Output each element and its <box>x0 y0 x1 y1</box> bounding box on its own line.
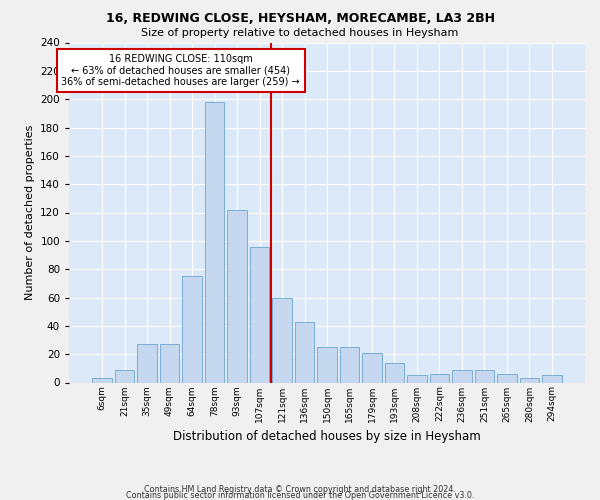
Bar <box>137 344 157 383</box>
Bar <box>542 376 562 382</box>
Text: 16 REDWING CLOSE: 110sqm
← 63% of detached houses are smaller (454)
36% of semi-: 16 REDWING CLOSE: 110sqm ← 63% of detach… <box>61 54 300 87</box>
Bar <box>92 378 112 382</box>
X-axis label: Distribution of detached houses by size in Heysham: Distribution of detached houses by size … <box>173 430 481 443</box>
Bar <box>475 370 494 382</box>
Bar <box>182 276 202 382</box>
Bar <box>520 378 539 382</box>
Bar <box>497 374 517 382</box>
Bar <box>407 376 427 382</box>
Bar <box>317 347 337 382</box>
Bar <box>340 347 359 382</box>
Text: Contains public sector information licensed under the Open Government Licence v3: Contains public sector information licen… <box>126 490 474 500</box>
Text: 16, REDWING CLOSE, HEYSHAM, MORECAMBE, LA3 2BH: 16, REDWING CLOSE, HEYSHAM, MORECAMBE, L… <box>106 12 494 26</box>
Bar <box>250 246 269 382</box>
Bar <box>362 353 382 382</box>
Bar <box>430 374 449 382</box>
Bar <box>295 322 314 382</box>
Bar <box>272 298 292 382</box>
Text: Contains HM Land Registry data © Crown copyright and database right 2024.: Contains HM Land Registry data © Crown c… <box>144 484 456 494</box>
Text: Size of property relative to detached houses in Heysham: Size of property relative to detached ho… <box>142 28 458 38</box>
Bar <box>227 210 247 382</box>
Bar <box>115 370 134 382</box>
Bar <box>160 344 179 383</box>
Bar <box>385 362 404 382</box>
Bar <box>452 370 472 382</box>
Bar <box>205 102 224 382</box>
Y-axis label: Number of detached properties: Number of detached properties <box>25 125 35 300</box>
